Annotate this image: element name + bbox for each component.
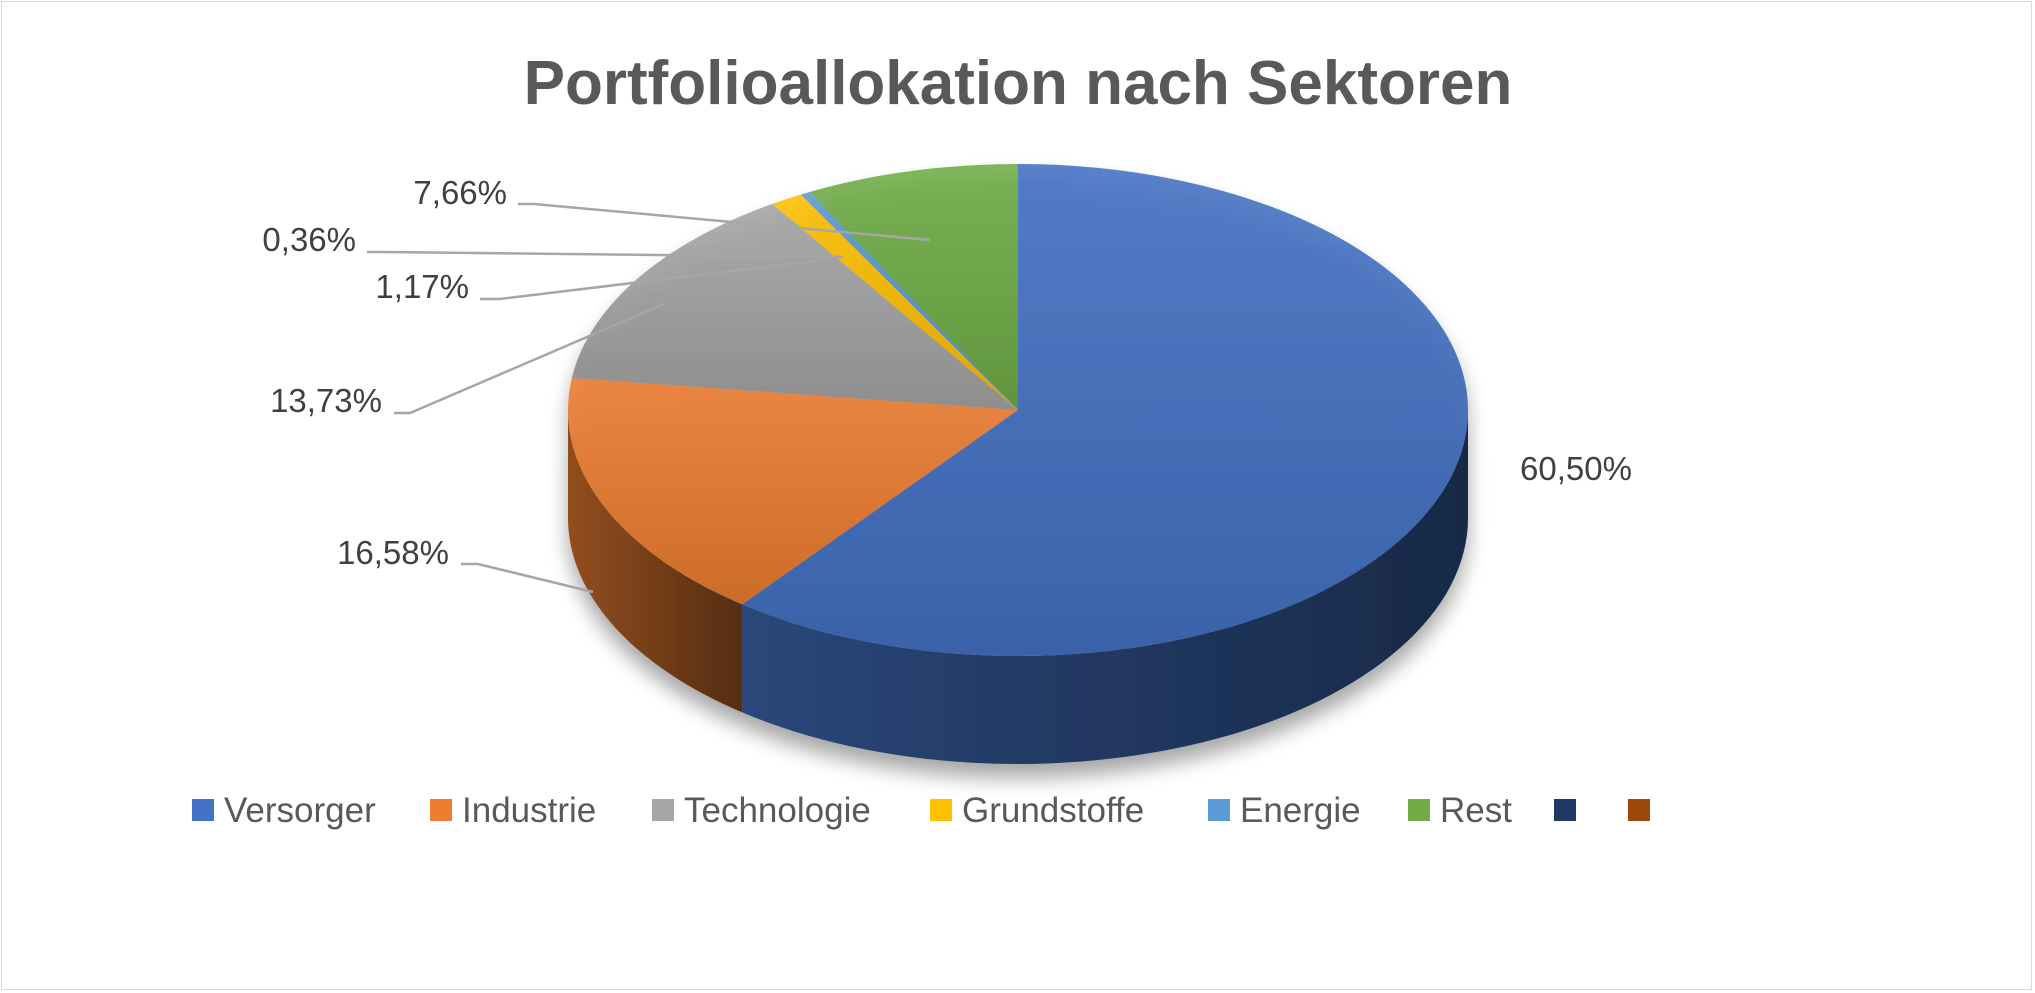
slice-side-industrie	[568, 410, 743, 713]
data-label-grundstoffe: 1,17%	[375, 268, 469, 305]
slice-rest	[809, 164, 1018, 410]
data-labels: 60,50% 16,58% 13,73% 1,17% 0,36% 7,66%	[262, 174, 1632, 571]
slice-industrie	[568, 377, 1018, 605]
slice-energie	[800, 191, 1018, 410]
legend-swatch-versorger	[192, 799, 214, 821]
legend-item-unnamed-7	[1628, 799, 1650, 821]
pie-sides	[568, 410, 1468, 764]
legend-item-versorger: Versorger	[192, 791, 376, 830]
legend-swatch-grundstoffe	[930, 799, 952, 821]
legend-swatch-rest	[1408, 799, 1430, 821]
pie-group	[568, 164, 1468, 764]
slice-grundstoffe	[772, 194, 1018, 410]
legend-item-industrie: Industrie	[430, 791, 596, 830]
slice-side-versorger	[742, 410, 1468, 764]
legend-swatch-technologie	[652, 799, 674, 821]
legend-label-grundstoffe: Grundstoffe	[962, 791, 1144, 830]
legend-item-technologie: Technologie	[652, 791, 871, 830]
chart-title: Portfolioallokation nach Sektoren	[524, 49, 1513, 118]
legend-swatch-unnamed-6	[1554, 799, 1576, 821]
leader-line-industrie	[461, 562, 594, 594]
data-label-technologie: 13,73%	[270, 382, 382, 419]
legend-label-versorger: Versorger	[224, 791, 376, 830]
data-label-rest: 7,66%	[413, 174, 507, 211]
legend-label-technologie: Technologie	[684, 791, 871, 830]
pie-tops	[568, 164, 1468, 656]
data-label-versorger: 60,50%	[1520, 450, 1632, 487]
data-label-energie: 0,36%	[262, 221, 356, 258]
leader-line-grundstoffe	[480, 257, 832, 301]
legend-swatch-unnamed-7	[1628, 799, 1650, 821]
leader-line-energie	[367, 250, 844, 259]
leader-line-rest	[518, 202, 931, 242]
legend-swatch-energie	[1208, 799, 1230, 821]
leader-line-technologie	[394, 302, 665, 415]
legend-swatch-industrie	[430, 799, 452, 821]
legend-item-rest: Rest	[1408, 791, 1512, 830]
legend: Versorger Industrie Technologie Grundstoffe…	[192, 791, 1650, 830]
data-label-industrie: 16,58%	[337, 534, 449, 571]
legend-item-energie: Energie	[1208, 791, 1361, 830]
leader-lines	[367, 202, 931, 594]
legend-label-industrie: Industrie	[462, 791, 596, 830]
legend-label-energie: Energie	[1240, 791, 1361, 830]
legend-label-rest: Rest	[1440, 791, 1512, 830]
legend-item-unnamed-6	[1554, 799, 1576, 821]
legend-item-grundstoffe: Grundstoffe	[930, 791, 1144, 830]
slice-versorger	[742, 164, 1468, 656]
